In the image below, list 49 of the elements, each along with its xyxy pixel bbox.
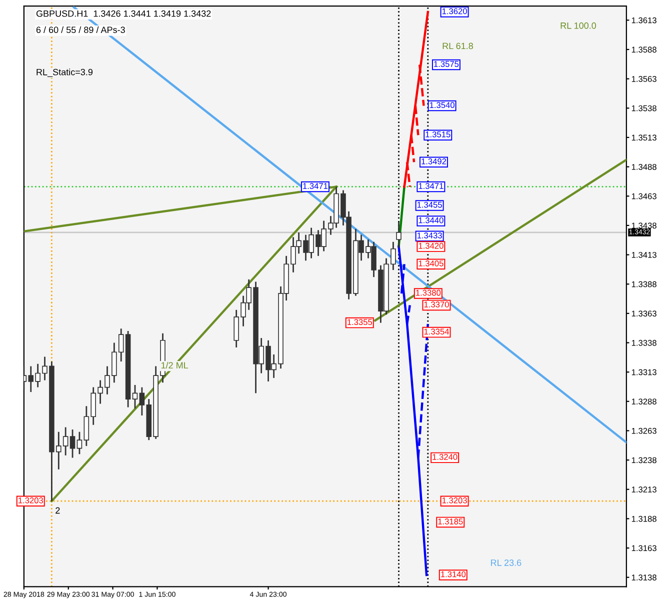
annotation: RL 61.8 xyxy=(442,42,473,50)
y-tick-label: 1.3413 xyxy=(632,252,656,258)
annotation: 2 xyxy=(56,507,60,514)
y-tick-label: 1.3463 xyxy=(632,193,656,200)
y-tick-label: 1.3313 xyxy=(632,369,656,376)
annotation: RL_Static=3.9 xyxy=(36,68,93,77)
y-tick-label: 1.3588 xyxy=(632,46,656,53)
y-tick-label: 1.3563 xyxy=(632,76,656,82)
annotation: 1/2 ML xyxy=(161,362,188,368)
y-tick-label: 1.3513 xyxy=(632,134,656,141)
y-tick-label: 1.3538 xyxy=(632,105,656,112)
annotation: 1.3203 xyxy=(18,497,44,504)
y-tick-label: 1.3338 xyxy=(632,340,656,346)
annotation: 1.3440 xyxy=(418,217,444,224)
annotation: 1.3471 xyxy=(418,183,444,189)
annotation: 1.3515 xyxy=(426,131,450,138)
annotation: 1.3420 xyxy=(418,242,444,249)
y-tick-label: 1.3388 xyxy=(632,281,656,288)
annotation: 1.3185 xyxy=(438,518,463,524)
chart-title: GBPUSD.H1 1.3426 1.3441 1.3419 1.3432 xyxy=(36,10,211,17)
annotation: 1.3575 xyxy=(434,61,459,67)
annotation: 1.3620 xyxy=(442,8,467,14)
y-tick-label: 1.3613 xyxy=(632,17,656,24)
annotation: 1.3203 xyxy=(442,497,467,504)
annotation: 1.3240 xyxy=(432,454,458,460)
y-tick-label: 1.3438 xyxy=(632,222,656,229)
y-tick-label: 1.3263 xyxy=(632,428,656,434)
annotation: 1.3540 xyxy=(430,102,454,108)
y-tick-label: 1.3163 xyxy=(632,545,656,552)
y-tick-label: 1.3213 xyxy=(632,486,656,492)
annotation: 1.3140 xyxy=(441,571,466,578)
annotation: 1.3471 xyxy=(303,183,328,189)
y-tick-label: 1.3288 xyxy=(632,398,656,404)
annotation: 1.3455 xyxy=(417,202,442,208)
annotation: 1.3370 xyxy=(424,302,449,308)
annotation: 1.3355 xyxy=(348,319,372,326)
annotation: 1.3354 xyxy=(424,328,449,335)
annotation: 1.3492 xyxy=(422,158,446,164)
annotation: RL 23.6 xyxy=(491,560,522,566)
annotation: 1.3405 xyxy=(418,260,444,266)
annotation: RL 100.0 xyxy=(560,22,596,29)
annotation: 1.3380 xyxy=(416,290,441,296)
annotation: 1.3433 xyxy=(417,232,442,238)
y-tick-label: 1.3488 xyxy=(632,164,656,170)
y-tick-label: 1.3363 xyxy=(632,310,656,317)
y-tick-label: 1.3138 xyxy=(632,574,656,580)
y-tick-label: 1.3188 xyxy=(632,516,656,522)
y-tick-label: 1.3238 xyxy=(632,457,656,464)
text: 6 / 60 / 55 / 89 / APs-3 xyxy=(36,26,125,34)
